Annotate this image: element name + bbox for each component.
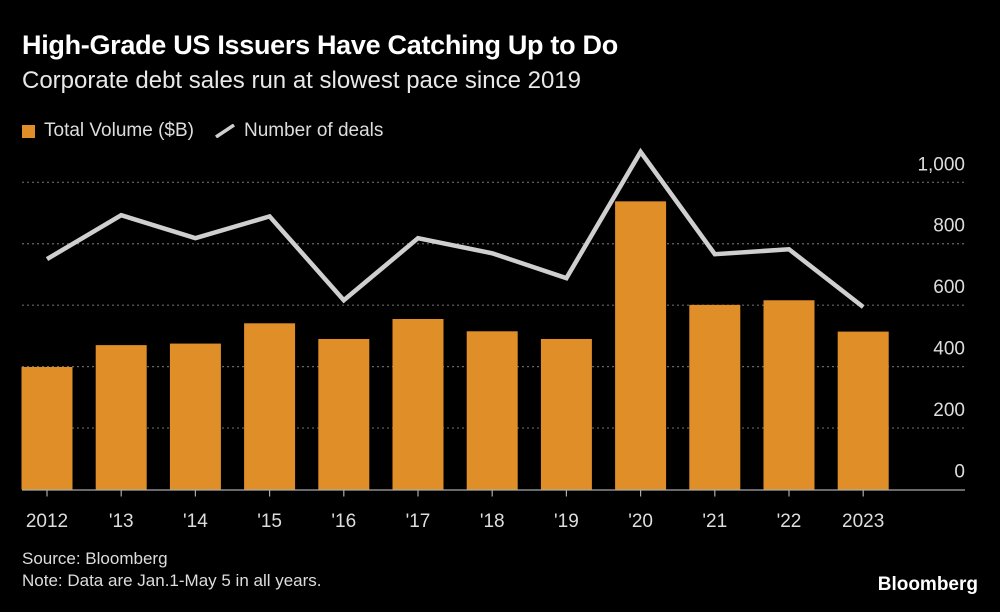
bar-'18 — [466, 331, 518, 490]
y-tick-label: 800 — [933, 216, 965, 237]
y-tick-label: 600 — [933, 277, 965, 298]
legend-deals-label: Number of deals — [243, 120, 384, 141]
bar-'13 — [95, 345, 147, 490]
bar-2023 — [837, 331, 889, 490]
x-tick-label: '16 — [331, 511, 356, 532]
chart-title: High-Grade US Issuers Have Catching Up t… — [22, 30, 618, 60]
y-tick-label: 200 — [933, 400, 965, 421]
x-tick-label: '13 — [109, 511, 134, 532]
x-tick-label: '20 — [628, 511, 653, 532]
bar-'22 — [763, 300, 815, 490]
legend-volume-label: Total Volume ($B) — [44, 120, 194, 141]
x-tick-label: 2023 — [842, 511, 884, 532]
legend: Total Volume ($B) Number of deals — [22, 120, 383, 142]
bar-'14 — [169, 343, 221, 490]
bar-2012 — [21, 366, 73, 490]
note-text: Note: Data are Jan.1-May 5 in all years. — [22, 571, 322, 590]
x-tick-label: '19 — [554, 511, 579, 532]
y-tick-label: 0 — [954, 462, 965, 483]
bar-'21 — [689, 304, 741, 490]
x-tick-label: '17 — [406, 511, 431, 532]
x-tick-label: '14 — [183, 511, 208, 532]
bar-'16 — [318, 338, 370, 490]
x-tick-label: '15 — [257, 511, 282, 532]
bar-'15 — [244, 323, 296, 490]
source-text: Source: Bloomberg — [22, 549, 168, 568]
bar-'17 — [392, 319, 444, 490]
source-note: Source: Bloomberg Note: Data are Jan.1-M… — [22, 548, 322, 592]
x-tick-label: '22 — [777, 511, 802, 532]
chart-subtitle: Corporate debt sales run at slowest pace… — [22, 67, 581, 94]
x-tick-label: '21 — [702, 511, 727, 532]
y-tick-label: 1,000 — [917, 154, 965, 175]
bloomberg-logo: Bloomberg — [877, 574, 978, 595]
x-tick-label: 2012 — [26, 511, 68, 532]
y-tick-label: 400 — [933, 339, 965, 360]
x-tick-label: '18 — [480, 511, 505, 532]
legend-line-swatch — [214, 124, 235, 138]
legend-bar-swatch — [22, 124, 35, 138]
bar-'20 — [615, 201, 667, 490]
deals-line — [45, 147, 865, 309]
bar-'19 — [540, 338, 592, 490]
